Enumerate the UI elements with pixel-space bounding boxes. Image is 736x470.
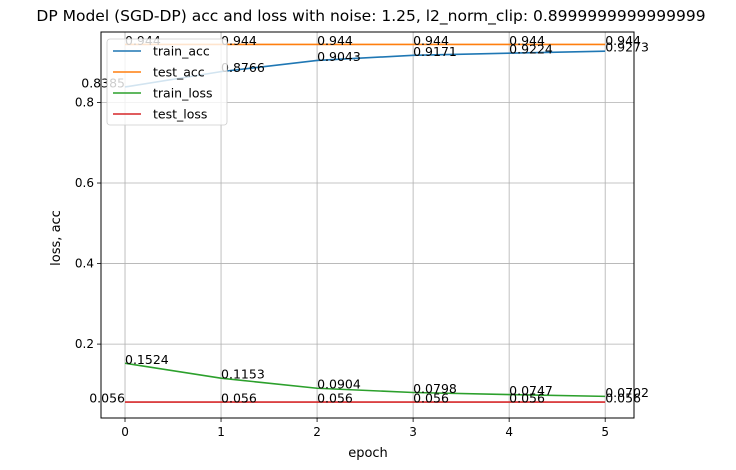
- data-label: 0.944: [221, 33, 257, 48]
- legend: train_acc test_acc train_loss test_loss: [106, 38, 228, 126]
- data-label: 0.9043: [317, 49, 361, 64]
- data-label: 0.944: [509, 33, 545, 48]
- data-label: 0.056: [221, 391, 257, 406]
- y-axis-label: loss, acc: [49, 210, 64, 266]
- data-label: 0.944: [413, 33, 449, 48]
- x-axis-ticks: 0 1 2 3 4 5: [121, 418, 609, 439]
- chart-title: DP Model (SGD-DP) acc and loss with nois…: [36, 7, 705, 26]
- legend-entry: test_acc: [153, 65, 205, 80]
- legend-entry: train_loss: [153, 86, 213, 101]
- x-tick-label: 4: [505, 425, 513, 439]
- y-tick-label: 0.6: [75, 176, 94, 190]
- x-tick-label: 2: [313, 425, 321, 439]
- legend-box: [106, 38, 228, 126]
- data-label: 0.944: [605, 33, 641, 48]
- plot-frame: [100, 31, 635, 419]
- data-label: 0.8766: [221, 60, 265, 75]
- x-tick-label: 1: [217, 425, 225, 439]
- legend-entry: test_loss: [153, 107, 207, 122]
- x-tick-label: 3: [409, 425, 417, 439]
- data-label: 0.056: [89, 391, 125, 406]
- series-line-train_loss: [124, 362, 606, 398]
- data-label: 0.056: [413, 391, 449, 406]
- x-axis-label: epoch: [348, 446, 388, 461]
- data-label: 0.944: [317, 33, 353, 48]
- data-label: 0.056: [509, 391, 545, 406]
- data-label: 0.0702: [605, 385, 649, 400]
- legend-entry: train_acc: [153, 44, 210, 59]
- data-label: 0.9224: [509, 42, 553, 57]
- data-label: 0.0798: [413, 381, 457, 396]
- y-tick-label: 0.2: [75, 337, 94, 351]
- y-tick-label: 0.8: [75, 95, 94, 109]
- x-tick-label: 0: [121, 425, 129, 439]
- y-axis-ticks: 0.2 0.4 0.6 0.8: [75, 95, 101, 351]
- x-tick-label: 5: [601, 425, 609, 439]
- data-label: 0.1524: [125, 352, 169, 367]
- data-label: 0.9273: [605, 40, 649, 55]
- y-tick-label: 0.4: [75, 257, 94, 271]
- data-label: 0.0747: [509, 383, 553, 398]
- data-label: 0.0904: [317, 377, 361, 392]
- data-label: 0.9171: [413, 44, 457, 59]
- data-label: 0.056: [605, 391, 641, 406]
- data-label: 0.1153: [221, 367, 265, 382]
- data-label: 0.056: [317, 391, 353, 406]
